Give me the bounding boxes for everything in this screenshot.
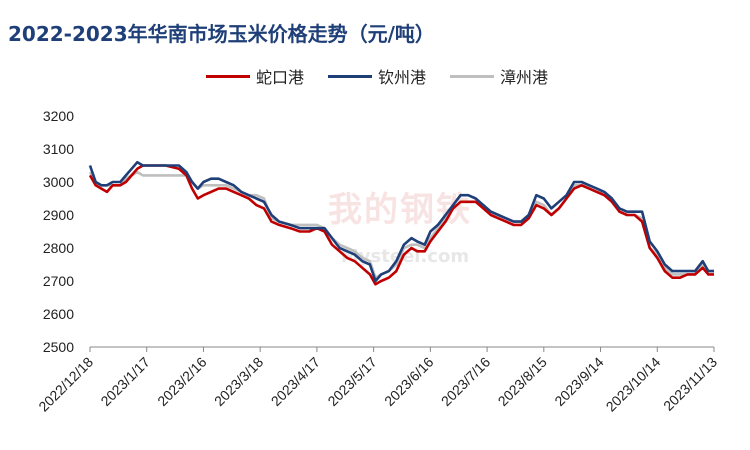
y-tick-label: 2500 [43,339,74,355]
x-tick-label: 2023/2/16 [154,354,210,410]
x-tick-label: 2023/1/17 [97,354,153,410]
legend-item-qinzhou: 钦州港 [328,64,426,88]
series-line-1 [88,160,714,283]
chart-axes: 2500 2600 2700 2800 2900 3000 3100 3200 2022/12/… [35,108,720,415]
y-tick-label: 3000 [43,174,74,190]
x-tick-label: 2023/5/17 [324,354,380,410]
legend-label-zhangzhou: 漳州港 [500,68,549,87]
chart-series [88,160,714,286]
chart-title: 2022-2023年华南市场玉米价格走势（元/吨） [8,22,435,46]
x-tick-label: 2023/8/15 [495,354,551,410]
y-tick-label: 3100 [43,141,74,157]
x-tick-label: 2022/12/18 [35,354,96,415]
legend-swatch-zhangzhou [450,74,494,78]
watermark-logo: 我的钢铁 [328,190,472,230]
legend-item-shekou: 蛇口港 [206,64,304,88]
y-tick-label: 2600 [43,306,74,322]
legend-label-shekou: 蛇口港 [256,68,305,87]
y-tick-label: 3200 [43,108,74,124]
legend-swatch-qinzhou [328,74,372,78]
y-tick-label: 2900 [43,207,74,223]
x-tick-label: 2023/9/14 [551,354,607,410]
x-tick-label: 2023/7/16 [438,354,494,410]
x-tick-label: 2023/3/18 [211,354,267,410]
x-tick-label: 2023/11/13 [660,354,720,414]
y-tick-label: 2700 [43,273,74,289]
x-tick-label: 2023/4/17 [268,354,324,410]
x-tick-label: 2023/10/14 [603,354,664,415]
legend: 蛇口港 钦州港 漳州港 [0,64,750,88]
series-line-0 [88,164,714,286]
legend-item-zhangzhou: 漳州港 [450,64,548,88]
watermark-logo-sub: Mysteel.com [340,246,470,267]
series-line-2 [88,170,714,279]
legend-swatch-shekou [206,74,250,78]
x-tick-label: 2023/6/16 [381,354,437,410]
legend-label-qinzhou: 钦州港 [378,68,427,87]
y-tick-label: 2800 [43,240,74,256]
